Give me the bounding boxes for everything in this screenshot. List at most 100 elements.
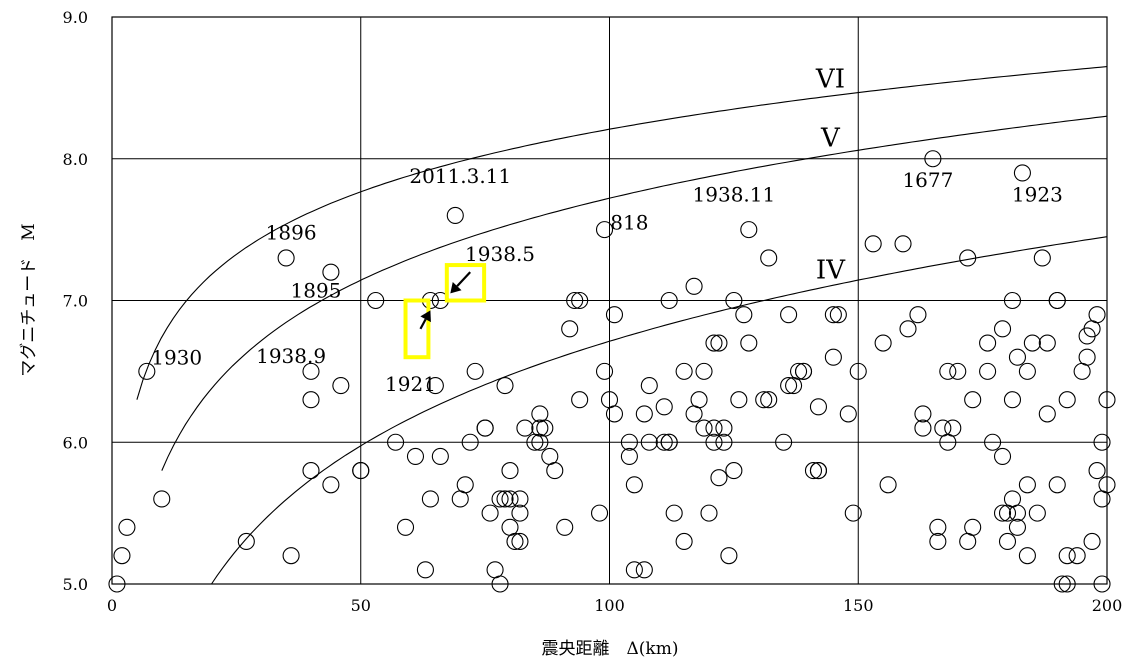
data-point: [541, 447, 559, 465]
data-point: [1008, 518, 1027, 536]
data-point: [1058, 391, 1076, 409]
year-annotation: 1923: [1012, 182, 1063, 206]
data-point: [914, 419, 932, 437]
data-point: [939, 362, 957, 380]
data-point: [416, 561, 434, 579]
data-point: [620, 433, 638, 451]
data-point: [481, 504, 499, 522]
data-point: [1058, 575, 1076, 593]
data-point: [322, 476, 340, 494]
data-point: [1053, 575, 1071, 593]
data-point: [561, 320, 579, 338]
data-point: [1003, 291, 1022, 310]
data-point: [406, 447, 425, 465]
data-point: [1023, 334, 1041, 352]
arrow-head: [420, 310, 431, 323]
y-tick-labels: 5.0 6.0 7.0 8.0 9.0: [63, 8, 88, 594]
data-point: [595, 221, 614, 239]
arrows: [419, 271, 472, 330]
data-point: [1018, 476, 1036, 494]
data-point: [755, 391, 773, 409]
data-point: [108, 575, 126, 593]
data-point: [1083, 320, 1101, 338]
data-point: [605, 306, 624, 324]
data-point: [705, 419, 723, 437]
data-point: [1093, 575, 1111, 593]
data-point: [675, 362, 693, 380]
data-point: [780, 376, 798, 395]
highlight-boxes: [403, 263, 487, 360]
data-point: [1098, 476, 1116, 494]
data-point: [1008, 504, 1027, 522]
data-point: [1058, 547, 1076, 565]
data-point: [1088, 462, 1106, 480]
data-point: [949, 362, 967, 380]
data-point: [1068, 547, 1086, 565]
data-point: [695, 362, 713, 380]
data-point: [640, 433, 658, 451]
data-point: [491, 575, 509, 593]
intensity-curve: [211, 236, 1108, 585]
data-point: [655, 433, 673, 451]
data-point: [829, 306, 847, 324]
data-point: [655, 398, 673, 416]
data-point: [705, 433, 723, 451]
data-point: [1048, 291, 1066, 310]
data-point: [964, 518, 982, 536]
arrow: [419, 310, 431, 330]
earthquake-points: [108, 150, 1116, 593]
data-point: [571, 291, 589, 310]
data-point: [1078, 348, 1096, 366]
data-point: [760, 249, 778, 267]
data-point: [446, 206, 464, 224]
data-point: [804, 462, 823, 480]
data-point: [730, 391, 748, 409]
data-point: [635, 405, 653, 423]
data-point: [794, 362, 813, 380]
data-point: [1003, 391, 1022, 409]
data-point: [302, 391, 320, 409]
data-point: [625, 476, 643, 494]
data-point: [849, 362, 867, 380]
intensity-curve: [136, 66, 1108, 400]
curve-label: IV: [816, 255, 846, 285]
highlight-box: [444, 263, 487, 303]
data-point: [809, 462, 828, 480]
data-point: [431, 447, 449, 465]
data-point: [979, 362, 997, 380]
data-point: [760, 391, 778, 409]
data-point: [590, 504, 609, 522]
data-point: [685, 405, 703, 423]
year-annotation: 1938.11: [693, 182, 776, 206]
data-point: [789, 362, 808, 380]
data-point: [501, 462, 519, 480]
data-point: [824, 306, 842, 324]
x-tick-label: 0: [107, 596, 117, 615]
data-point: [1088, 306, 1106, 324]
data-point: [874, 334, 892, 352]
data-point: [138, 362, 156, 380]
data-point: [536, 419, 554, 437]
data-point: [501, 518, 519, 536]
data-point: [839, 405, 857, 423]
data-point: [924, 150, 942, 168]
y-tick-label: 8.0: [63, 150, 88, 169]
data-point: [277, 249, 295, 267]
data-point: [725, 291, 743, 310]
data-point: [635, 561, 653, 579]
data-point: [844, 504, 862, 522]
data-point: [486, 561, 504, 579]
data-point: [780, 306, 798, 324]
data-point: [720, 547, 738, 565]
x-axis-label: 震央距離 Δ(km): [542, 639, 679, 659]
data-point: [710, 334, 728, 352]
data-point: [700, 504, 718, 522]
data-point: [302, 462, 320, 480]
data-point: [302, 362, 320, 380]
data-point: [511, 490, 529, 508]
data-point: [715, 419, 733, 437]
gridlines: [111, 16, 1108, 585]
data-point: [1093, 433, 1111, 451]
intensity-curve: [161, 115, 1108, 471]
